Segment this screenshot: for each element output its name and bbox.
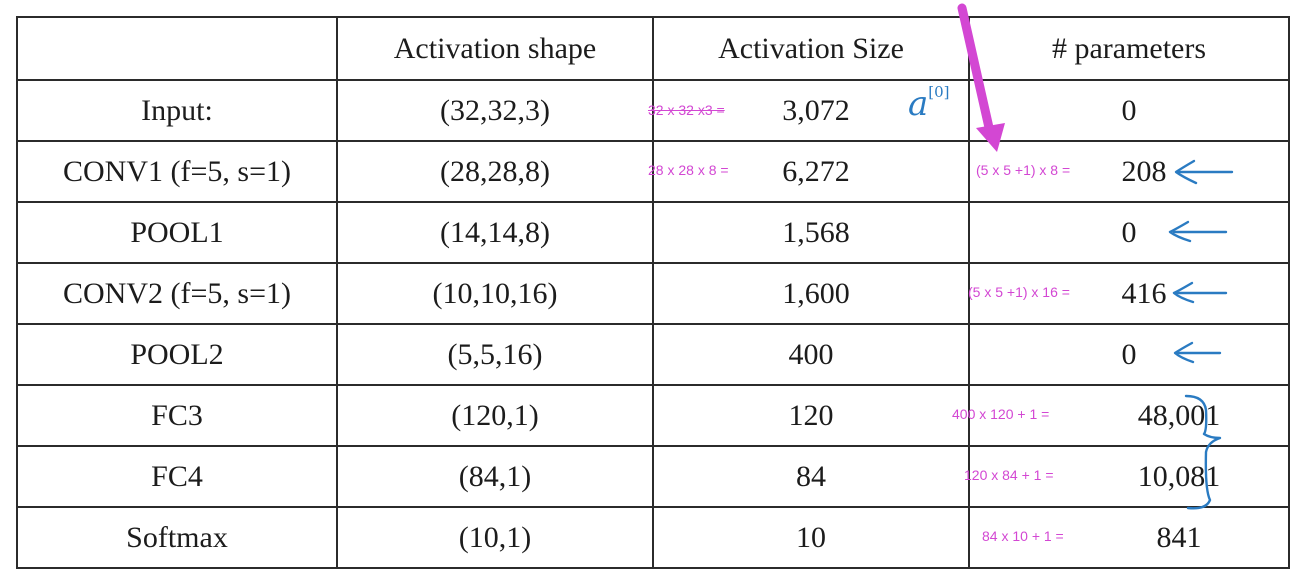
shape-cell: (28,28,8)	[336, 140, 654, 203]
table-row: CONV2 (f=5, s=1) (10,10,16) 1,600 (5 x 5…	[16, 262, 1290, 325]
size-note: 32 x 32 x3 =	[648, 102, 725, 118]
size-value: 84	[796, 459, 826, 493]
layer-cell: CONV1 (f=5, s=1)	[16, 140, 338, 203]
shape-cell: (5,5,16)	[336, 323, 654, 386]
table-row: POOL2 (5,5,16) 400 0	[16, 323, 1290, 386]
params-value: 48,001	[1137, 398, 1221, 432]
table-row: Softmax (10,1) 10 84 x 10 + 1 = 841	[16, 506, 1290, 569]
params-value: 10,081	[1137, 459, 1221, 493]
header-row: Activation shape Activation Size # param…	[16, 16, 1290, 81]
size-note: 28 x 28 x 8 =	[648, 162, 729, 178]
size-cell: 400	[652, 323, 970, 386]
params-value: 0	[1121, 215, 1137, 249]
params-cell: (5 x 5 +1) x 8 = 208	[968, 140, 1290, 203]
a0-base: a	[908, 84, 929, 124]
size-value: 1,568	[782, 215, 850, 249]
layer-cell: POOL2	[16, 323, 338, 386]
params-cell: 120 x 84 + 1 = 10,081	[964, 445, 1290, 508]
layer-cell: FC4	[16, 445, 338, 508]
parameter-table: Activation shape Activation Size # param…	[16, 16, 1290, 569]
table-row: POOL1 (14,14,8) 1,568 0	[16, 201, 1290, 264]
params-value: 841	[1156, 520, 1202, 554]
params-value: 0	[1121, 337, 1137, 371]
params-value: 416	[1121, 276, 1167, 310]
shape-cell: (10,1)	[336, 506, 654, 569]
params-cell: 400 x 120 + 1 = 48,001	[952, 384, 1290, 447]
size-value: 400	[788, 337, 834, 371]
table-row: CONV1 (f=5, s=1) (28,28,8) 28 x 28 x 8 =…	[16, 140, 1290, 203]
size-cell: 28 x 28 x 8 = 6,272	[648, 140, 970, 203]
size-cell: 1,568	[652, 201, 970, 264]
size-value: 1,600	[782, 276, 850, 310]
activation-a0-annotation: a[0]	[908, 82, 950, 124]
params-value: 0	[1121, 93, 1137, 127]
shape-cell: (10,10,16)	[336, 262, 654, 325]
shape-cell: (32,32,3)	[336, 79, 654, 142]
shape-cell: (84,1)	[336, 445, 654, 508]
size-cell: 84	[652, 445, 970, 508]
size-cell: 32 x 32 x3 = 3,072	[648, 79, 970, 142]
size-cell: 1,600	[652, 262, 970, 325]
size-note-text: 32 x 32 x3 =	[648, 102, 725, 118]
params-value: 208	[1121, 154, 1167, 188]
header-activation-shape: Activation shape	[336, 16, 654, 81]
table-row: FC3 (120,1) 120 400 x 120 + 1 = 48,001	[16, 384, 1290, 447]
params-note: (5 x 5 +1) x 8 =	[976, 162, 1071, 178]
table-row: FC4 (84,1) 84 120 x 84 + 1 = 10,081	[16, 445, 1290, 508]
layer-cell: Input:	[16, 79, 338, 142]
header-layer	[16, 16, 338, 81]
table-row: Input: (32,32,3) 32 x 32 x3 = 3,072 0	[16, 79, 1290, 142]
params-note: 84 x 10 + 1 =	[982, 528, 1064, 544]
layer-cell: Softmax	[16, 506, 338, 569]
parameter-table-container: Activation shape Activation Size # param…	[16, 16, 1290, 570]
params-cell: 84 x 10 + 1 = 841	[968, 506, 1290, 569]
header-activation-size: Activation Size	[652, 16, 970, 81]
layer-cell: CONV2 (f=5, s=1)	[16, 262, 338, 325]
params-note: 400 x 120 + 1 =	[952, 406, 1050, 422]
header-parameters: # parameters	[968, 16, 1290, 81]
size-value: 120	[788, 398, 834, 432]
params-cell: 0	[968, 79, 1290, 142]
size-value: 6,272	[782, 154, 850, 188]
params-note: (5 x 5 +1) x 16 =	[968, 284, 1070, 300]
size-cell: 10	[652, 506, 970, 569]
params-cell: (5 x 5 +1) x 16 = 416	[968, 262, 1290, 325]
params-cell: 0	[968, 201, 1290, 264]
size-value: 3,072	[782, 93, 850, 127]
shape-cell: (14,14,8)	[336, 201, 654, 264]
size-value: 10	[796, 520, 826, 554]
shape-cell: (120,1)	[336, 384, 654, 447]
layer-cell: FC3	[16, 384, 338, 447]
layer-cell: POOL1	[16, 201, 338, 264]
a0-superscript: [0]	[928, 82, 950, 101]
params-cell: 0	[968, 323, 1290, 386]
params-note: 120 x 84 + 1 =	[964, 467, 1054, 483]
size-cell: 120	[652, 384, 970, 447]
